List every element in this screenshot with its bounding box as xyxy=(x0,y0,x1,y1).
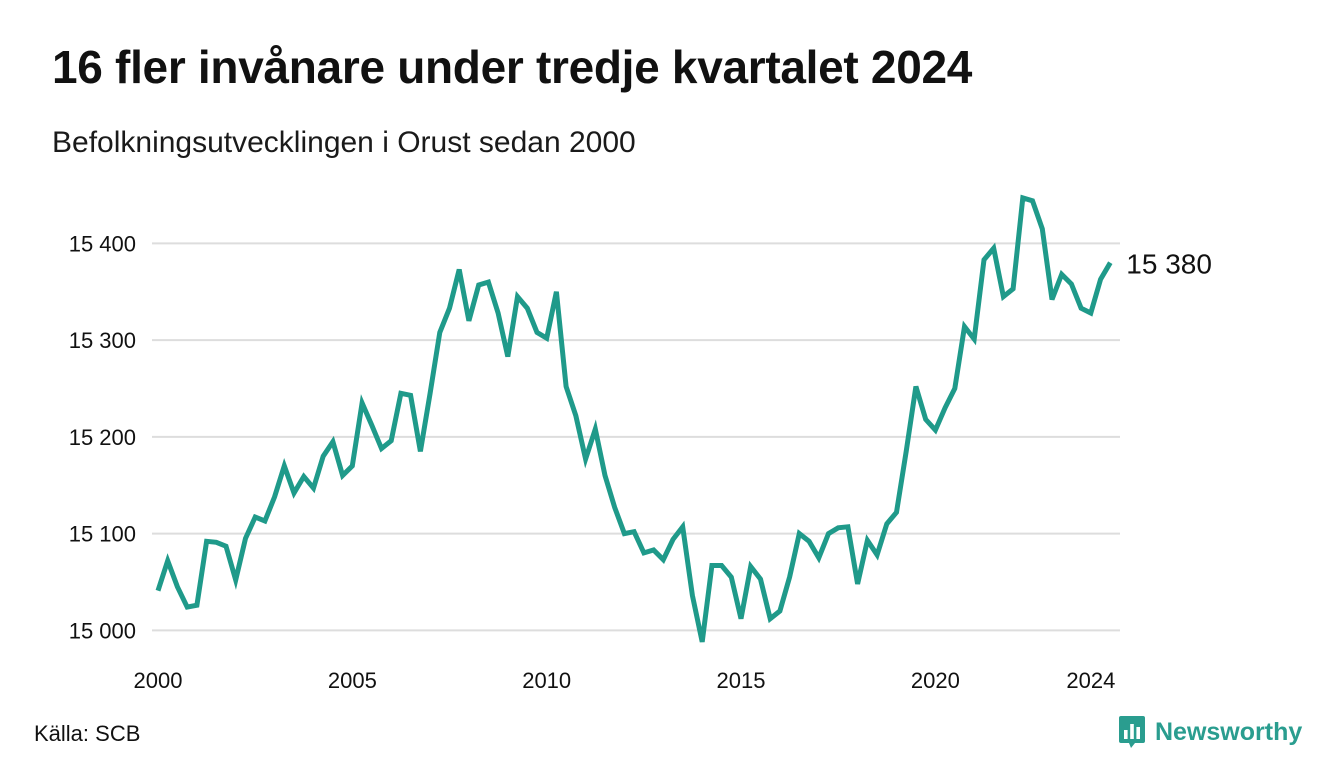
y-tick-label: 15 300 xyxy=(69,328,136,353)
series-line xyxy=(155,194,1113,643)
chart-subtitle: Befolkningsutvecklingen i Orust sedan 20… xyxy=(52,126,636,159)
end-value-label-layer: 15 380 xyxy=(1126,249,1212,280)
x-tick-label: 2024 xyxy=(1066,668,1115,693)
chart-title: 16 fler invånare under tredje kvartalet … xyxy=(52,41,973,93)
x-tick-label: 2015 xyxy=(717,668,766,693)
source-note: Källa: SCB xyxy=(34,721,141,746)
x-axis-tick-labels: 2000 2005 2010 2015 2020 2024 xyxy=(134,668,1116,693)
series-layer xyxy=(155,194,1113,643)
x-tick-label: 2020 xyxy=(911,668,960,693)
x-tick-label: 2010 xyxy=(522,668,571,693)
newsworthy-logo-icon xyxy=(1119,716,1145,748)
y-tick-label: 15 200 xyxy=(69,425,136,450)
y-tick-label: 15 000 xyxy=(69,618,136,643)
y-tick-label: 15 100 xyxy=(69,522,136,547)
gridlines xyxy=(152,242,1120,632)
y-axis-tick-labels: 15 000 15 100 15 200 15 300 15 400 xyxy=(69,231,136,643)
brand-name: Newsworthy xyxy=(1155,717,1303,746)
x-tick-label: 2005 xyxy=(328,668,377,693)
x-tick-label: 2000 xyxy=(134,668,183,693)
brand-logo[interactable]: Newsworthy xyxy=(1118,712,1302,752)
y-tick-label: 15 400 xyxy=(69,231,136,256)
end-value-label: 15 380 xyxy=(1126,249,1212,280)
